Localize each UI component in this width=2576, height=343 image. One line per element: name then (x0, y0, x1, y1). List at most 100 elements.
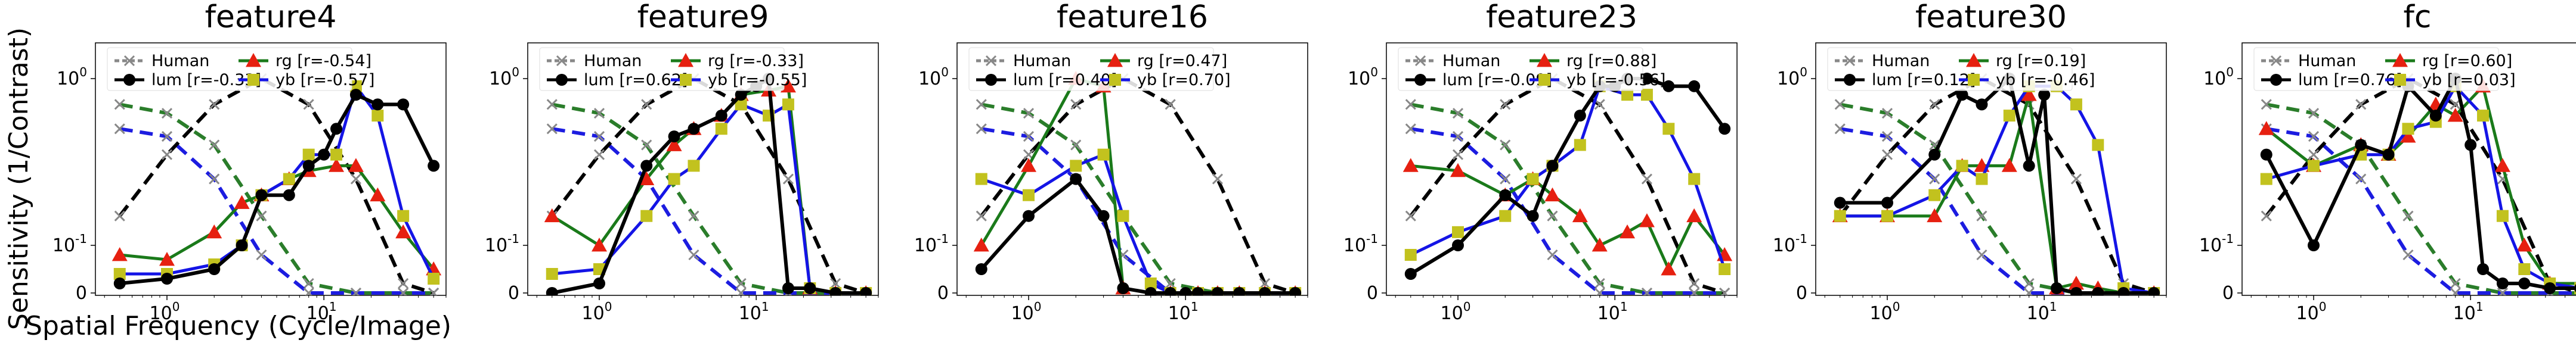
lum-point (1192, 287, 1205, 295)
yb-point (782, 98, 794, 111)
human-rg-point (161, 108, 173, 119)
human-rg-line (1840, 102, 2154, 295)
legend-marker (1109, 74, 1121, 86)
yb-point (1621, 89, 1634, 101)
lum-point (236, 239, 248, 251)
rg-point (2516, 238, 2532, 252)
yb-point (1956, 160, 1968, 172)
yb-point (1574, 139, 1586, 151)
y-tick-label: 10-1 (914, 232, 949, 256)
yb-point (688, 160, 700, 172)
lum-point (255, 189, 268, 201)
lum-point (1144, 287, 1157, 295)
lum-point (1022, 210, 1035, 222)
legend-box (107, 47, 352, 91)
human-yb-point (1452, 131, 1464, 142)
rg-line (2265, 85, 2576, 285)
rg-point (2021, 87, 2037, 101)
lum-point (1928, 148, 1941, 161)
human-lum-point (1929, 99, 1940, 110)
x-tick-label: 100 (2296, 300, 2327, 324)
human-yb-point (1547, 249, 1558, 261)
human-rg-point (1405, 99, 1416, 110)
human-rg-point (114, 99, 125, 110)
rg-point (544, 208, 560, 223)
yb-line (2266, 85, 2576, 289)
axes-frame (1815, 42, 2167, 296)
legend-label: rg [r=0.19] (1996, 52, 2086, 70)
human-yb-point (1405, 123, 1416, 135)
lum-point (2544, 282, 2556, 294)
human-lum-point (593, 149, 605, 160)
legend-box (1827, 47, 2073, 91)
rg-point (112, 247, 128, 261)
human-lum-point (2355, 99, 2367, 110)
lum-point (2355, 139, 2367, 151)
legend-label: yb [r=0.03] (2422, 71, 2516, 89)
yb-point (371, 110, 384, 122)
lum-point (546, 287, 558, 295)
rg-point (591, 238, 607, 252)
lum-point (349, 89, 362, 101)
rg-point (1402, 158, 1419, 172)
rg-point (206, 224, 222, 239)
legend-label: yb [r=-0.55] (708, 71, 807, 89)
human-rg-point (209, 139, 220, 151)
rg-point (1544, 187, 1561, 202)
yb-line (119, 85, 435, 280)
human-lum-point (782, 173, 794, 185)
lum-point (2260, 148, 2272, 161)
lum-point (593, 277, 605, 289)
rg-point (780, 78, 796, 93)
y-tick-label: 0 (508, 283, 519, 304)
lum-point (804, 282, 816, 294)
lum-point (2117, 287, 2130, 295)
x-tick-label: 101 (739, 300, 769, 324)
y-tick-label: 0 (1796, 283, 1807, 304)
lum-point (829, 287, 842, 295)
y-tick-label: 10-1 (52, 232, 87, 256)
lum-point (975, 263, 987, 275)
panel-title: feature23 (1486, 0, 1637, 35)
lum-point (1179, 287, 1192, 295)
legend-label: Human (584, 52, 642, 70)
axes-frame (2241, 42, 2576, 296)
yb-point (668, 173, 680, 185)
human-yb-point (1929, 173, 1940, 185)
yb-point (2402, 123, 2414, 135)
human-yb-line (1410, 127, 1725, 295)
yb-point (2003, 110, 2015, 122)
lum-point (330, 123, 343, 135)
yb-point (546, 268, 558, 280)
lum-point (1233, 287, 1246, 295)
human-yb-point (976, 123, 987, 135)
yb-point (975, 173, 987, 185)
lum-point (1956, 89, 1968, 101)
human-lum-point (1070, 99, 1082, 110)
yb-point (1022, 189, 1035, 201)
legend-box (968, 47, 1214, 91)
x-tick-label: 100 (1441, 300, 1471, 324)
x-tick-label: 101 (1597, 300, 1628, 324)
x-tick-label: 101 (2453, 300, 2484, 324)
lum-point (2307, 239, 2320, 251)
human-yb-point (546, 123, 558, 135)
human-yb-point (350, 287, 361, 295)
lum-point (1211, 287, 1224, 295)
yb-point (1640, 89, 1653, 101)
human-rg-point (2308, 108, 2320, 119)
rg-point (666, 137, 682, 151)
lum-point (1834, 197, 1846, 209)
human-yb-point (688, 249, 699, 261)
human-lum-point (830, 277, 841, 289)
human-rg-point (2450, 277, 2461, 289)
y-tick-label: 10-1 (1343, 232, 1378, 256)
human-rg-point (1976, 210, 1987, 222)
lum-point (1404, 268, 1417, 280)
x-tick-label: 100 (582, 300, 612, 324)
rg-point (2447, 108, 2463, 122)
y-tick-label: 10-1 (485, 232, 519, 256)
